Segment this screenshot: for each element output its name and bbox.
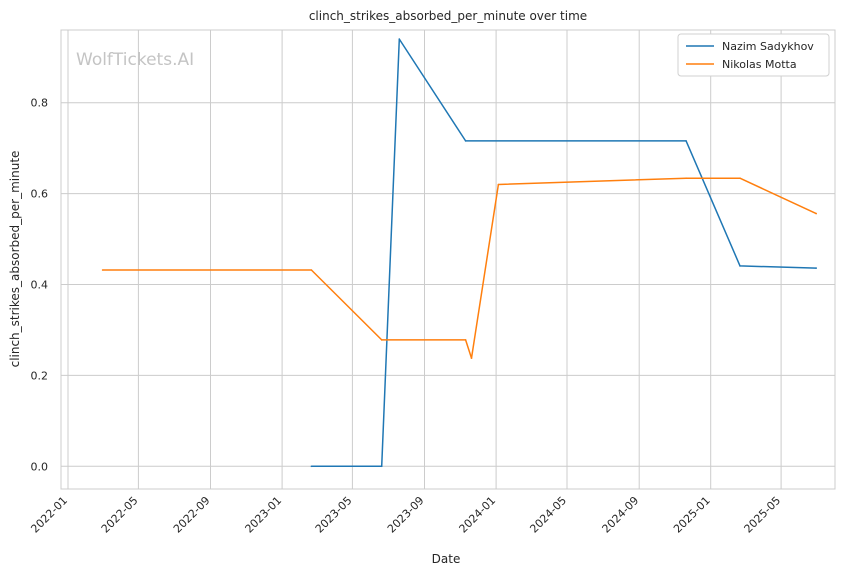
legend-label-nazim-sadykhov: Nazim Sadykhov [722,40,814,53]
x-tick-label: 2024-01 [457,494,499,536]
data-point-nazim-sadykhov [685,140,687,142]
data-point-nikolas-motta [310,269,313,271]
y-axis-label: clinch_strikes_absorbed_per_minute [8,151,22,368]
x-axis-label: Date [432,552,461,566]
x-tick-label: 2023-01 [243,494,285,536]
data-point-nikolas-motta [815,212,817,215]
legend-box [677,33,830,77]
y-tick-label: 0.6 [31,188,49,201]
data-point-nikolas-motta [380,339,383,341]
x-tick-label: 2022-05 [99,494,141,536]
data-point-nazim-sadykhov [310,465,313,468]
legend: Nazim Sadykhov Nikolas Motta [677,33,830,77]
plot-area [60,29,836,490]
x-tick-label: 2025-01 [671,494,713,536]
data-point-nazim-sadykhov [380,465,383,468]
chart-title: clinch_strikes_absorbed_per_minute over … [309,9,587,23]
data-point-nikolas-motta [101,269,104,271]
y-tick-label: 0.2 [31,369,49,382]
data-point-nazim-sadykhov [398,38,401,40]
data-point-nazim-sadykhov [815,267,817,269]
x-tick-label: 2022-09 [171,494,213,536]
grid-lines [61,30,835,489]
data-point-nazim-sadykhov [464,140,467,142]
x-tick-label: 2024-09 [600,494,642,536]
y-tick-label: 0.8 [31,97,49,110]
y-tick-label: 0.0 [31,460,49,473]
y-tick-label: 0.4 [31,279,49,292]
x-tick-label: 2024-05 [527,494,569,536]
legend-label-nikolas-motta: Nikolas Motta [722,58,797,71]
data-point-nikolas-motta [497,183,500,186]
x-tick-label: 2023-05 [313,494,355,536]
data-point-nazim-sadykhov [739,265,741,267]
x-tick-label: 2025-05 [742,494,784,536]
watermark: WolfTickets.AI [76,50,194,70]
data-point-nikolas-motta [685,177,687,179]
data-point-nikolas-motta [464,339,467,341]
data-point-nikolas-motta [739,177,741,179]
series-layer [101,38,817,468]
data-point-nikolas-motta [470,357,473,359]
x-tick-label: 2022-01 [28,494,70,536]
x-tick-label: 2023-09 [385,494,427,536]
